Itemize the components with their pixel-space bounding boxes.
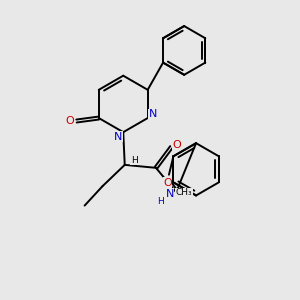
Text: H: H (131, 156, 138, 165)
Text: O: O (66, 116, 74, 126)
Text: CH₃: CH₃ (176, 188, 192, 197)
Text: N: N (165, 189, 174, 199)
Text: N: N (114, 132, 122, 142)
Text: H: H (157, 196, 164, 206)
Text: N: N (149, 110, 157, 119)
Text: O: O (172, 140, 181, 150)
Text: O: O (163, 178, 172, 188)
